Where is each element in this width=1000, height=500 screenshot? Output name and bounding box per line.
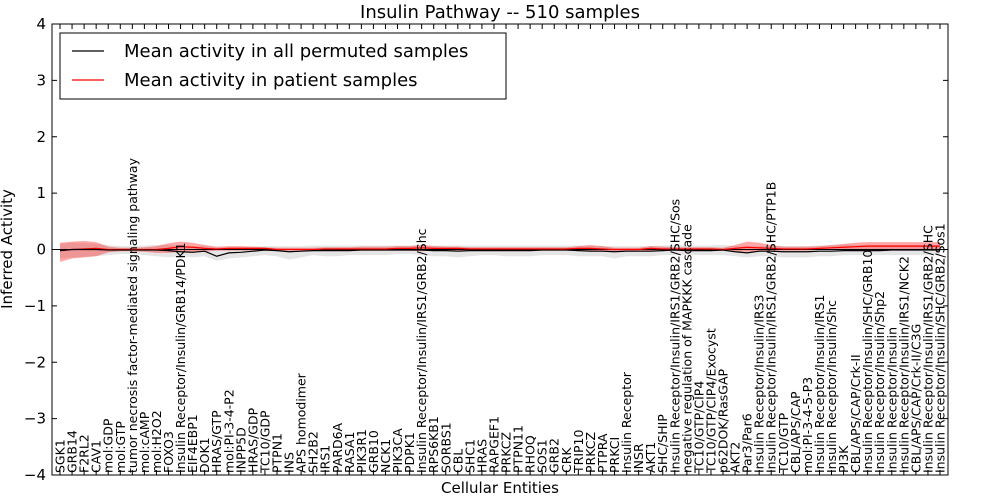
y-tick-label: 1 — [36, 184, 46, 202]
x-category-label: CBL/APS/CAP — [788, 391, 803, 473]
x-category-label: tumor necrosis factor-mediated signaling… — [125, 157, 140, 473]
x-category-label: RASA1 — [342, 432, 357, 473]
x-category-label: SHC1 — [462, 439, 477, 473]
x-category-label: CBL — [450, 449, 465, 473]
x-category-label: p62DOK/RasGAP — [716, 368, 731, 473]
y-tick-label: −1 — [24, 297, 46, 315]
x-category-label: AKT2 — [728, 442, 743, 473]
x-category-label: Insulin Receptor/Insulin/IRS1/GRB2/SHC/P… — [764, 182, 779, 473]
y-tick-label: 4 — [36, 15, 46, 33]
x-category-label: INPP5D — [233, 427, 248, 473]
y-tick-label: −2 — [24, 353, 46, 371]
x-category-label: CRK — [559, 447, 574, 473]
x-category-label: PTPN11 — [511, 425, 526, 473]
x-category-label: PIK3CA — [390, 428, 405, 473]
x-category-label: HRAS — [474, 439, 489, 473]
legend-label-patient: Mean activity in patient samples — [124, 70, 418, 91]
x-category-label: Insulin Receptor/Insulin/Shc — [824, 300, 839, 473]
y-tick-label: 0 — [36, 241, 46, 259]
y-tick-label: 2 — [36, 128, 46, 146]
x-category-label: SOS1 — [535, 439, 550, 473]
x-category-label: Insulin Receptor/Insulin/IRS3 — [752, 295, 767, 473]
legend-box — [59, 32, 507, 100]
permuted-band — [60, 242, 940, 261]
x-axis-label: Cellular Entities — [441, 479, 559, 497]
x-category-label: Insulin Receptor/Insulin/SHC/GRB10 — [860, 250, 875, 473]
x-category-label: Insulin Receptor/Insulin/IRS1/GRB2/SHC — [920, 225, 935, 473]
x-category-label: APS homodimer — [294, 372, 309, 473]
x-category-label: Insulin Receptor/Insulin/GRB14/PDK1 — [173, 242, 188, 473]
x-category-label: FOXO3 — [161, 431, 176, 473]
x-category-label: GRB2 — [547, 438, 562, 473]
x-category-label: GRB14 — [65, 430, 80, 473]
x-category-label: AKT1 — [643, 442, 658, 473]
x-category-label: F2RL2 — [77, 434, 92, 473]
x-category-label: CAV1 — [89, 440, 104, 473]
x-category-label: PIK3R1 — [354, 429, 369, 473]
y-tick-label: −3 — [24, 410, 46, 428]
x-category-label: TC10/GTP — [776, 412, 791, 474]
x-category-label: TC10/GTP/CIP4 — [691, 381, 706, 474]
x-category-label: PTPN1 — [269, 433, 284, 473]
x-category-label: Insulin Receptor/Insulin/Shp2 — [872, 291, 887, 473]
x-category-label: Insulin Receptor — [619, 371, 634, 473]
x-category-label: DOK1 — [197, 437, 212, 473]
x-category-label: mol:GTP — [113, 421, 128, 473]
x-category-label: INS — [282, 452, 297, 473]
x-category-label: SHC/SHIP — [655, 414, 670, 473]
x-category-label: mol:PI-3-4-5-P3 — [800, 377, 815, 473]
x-category-label: Insulin Receptor/Insulin/IRS1/NCK2 — [896, 256, 911, 473]
x-category-label: CBL/APS/CAP/Crk-II/C3G — [908, 324, 923, 473]
x-category-label: PI3K — [836, 445, 851, 473]
x-category-label: GRB10 — [366, 430, 381, 473]
x-category-label: mol:PI-3-4-P2 — [221, 389, 236, 473]
x-category-label: Insulin Receptor/Insulin/IRS1/GRB2/SHC/S… — [667, 199, 682, 473]
x-category-label: SH2B2 — [306, 431, 321, 473]
x-category-label: SGK1 — [53, 439, 68, 473]
x-category-label: RPS6KB1 — [426, 416, 441, 473]
legend-label-permuted: Mean activity in all permuted samples — [124, 41, 468, 62]
x-category-label: HRAS/GTP — [209, 410, 224, 473]
legend: Mean activity in all permuted samples Me… — [59, 32, 507, 100]
x-category-label: PDPK1 — [402, 432, 417, 473]
x-category-label: SORBS1 — [438, 422, 453, 473]
x-category-label: NCK1 — [378, 439, 393, 473]
x-category-label: INSR — [631, 443, 646, 473]
x-category-label: mol:GDP — [101, 418, 116, 473]
x-category-label: EIF4EBP1 — [185, 414, 200, 473]
x-category-label: IRS1 — [318, 445, 333, 473]
x-category-label: Par3/Par6 — [740, 413, 755, 473]
y-tick-label: 3 — [36, 71, 46, 89]
x-category-label: CBL/APS/CAP/Crk-II — [848, 354, 863, 473]
x-category-label: HRAS/GDP — [245, 407, 260, 473]
x-category-label: negative regulation of MAPKKK cascade — [679, 224, 694, 473]
x-category-label: PTPRA — [595, 433, 610, 473]
x-category-label: TC10/GDP — [257, 410, 272, 474]
x-category-label: Insulin Receptor/Insulin/IRS1 — [812, 295, 827, 473]
chart-title: Insulin Pathway -- 510 samples — [360, 2, 640, 23]
patient-mean-line — [59, 245, 940, 252]
x-category-label: Insulin Receptor/Insulin/IRS1/GRB2/Shc — [414, 228, 429, 473]
y-tick-label: −4 — [24, 466, 46, 484]
patient-band — [60, 241, 940, 262]
x-category-label: PRKCZ — [583, 432, 598, 473]
x-category-label: RAPGEF1 — [486, 416, 501, 473]
x-category-label: TC10/GTP/CIP4/Exocyst — [703, 328, 718, 474]
x-category-label: mol:H2O2 — [149, 410, 164, 473]
x-category-label: PRKCZ — [499, 432, 514, 473]
x-category-label: Insulin Receptor/Insulin/SHC/GRB2/Sos1 — [933, 223, 948, 473]
y-axis: −4 −3 −2 −1 0 1 2 3 4 — [24, 15, 948, 484]
x-category-label: mol:cAMP — [137, 411, 152, 473]
x-category-label: TRIP10 — [571, 430, 586, 474]
x-category-label: PARD6A — [330, 422, 345, 473]
x-category-label: RHOQ — [523, 435, 538, 473]
x-category-label: PRKCI — [607, 437, 622, 473]
permuted-mean-line — [59, 248, 940, 257]
x-category-label: Insulin Receptor/Insulin — [884, 327, 899, 473]
y-axis-label: Inferred Activity — [0, 189, 16, 309]
